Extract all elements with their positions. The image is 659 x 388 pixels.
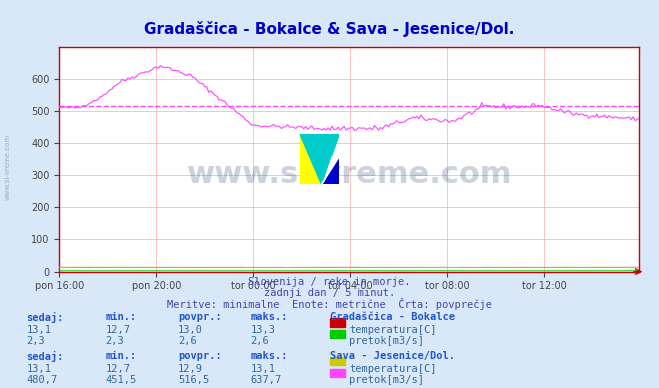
- Text: 13,1: 13,1: [250, 364, 275, 374]
- Text: www.si-vreme.com: www.si-vreme.com: [5, 134, 11, 200]
- Text: 13,1: 13,1: [26, 325, 51, 335]
- Text: 637,7: 637,7: [250, 375, 281, 385]
- Text: 13,0: 13,0: [178, 325, 203, 335]
- Text: 2,3: 2,3: [26, 336, 45, 346]
- Bar: [330, 357, 345, 365]
- Text: Slovenija / reke in morje.: Slovenija / reke in morje.: [248, 277, 411, 288]
- Text: povpr.:: povpr.:: [178, 312, 221, 322]
- Text: 480,7: 480,7: [26, 375, 57, 385]
- Text: Gradaščica - Bokalce & Sava - Jesenice/Dol.: Gradaščica - Bokalce & Sava - Jesenice/D…: [144, 21, 515, 37]
- Text: www.si-vreme.com: www.si-vreme.com: [186, 160, 512, 189]
- Bar: [330, 330, 345, 338]
- Text: pretok[m3/s]: pretok[m3/s]: [349, 375, 424, 385]
- Text: 2,6: 2,6: [178, 336, 196, 346]
- Bar: [330, 369, 345, 377]
- Text: 12,9: 12,9: [178, 364, 203, 374]
- Text: 12,7: 12,7: [105, 325, 130, 335]
- Polygon shape: [322, 156, 339, 184]
- Text: min.:: min.:: [105, 312, 136, 322]
- Text: pretok[m3/s]: pretok[m3/s]: [349, 336, 424, 346]
- Text: 2,3: 2,3: [105, 336, 124, 346]
- Text: sedaj:: sedaj:: [26, 312, 64, 323]
- Text: maks.:: maks.:: [250, 312, 288, 322]
- Text: Sava - Jesenice/Dol.: Sava - Jesenice/Dol.: [330, 351, 455, 361]
- Text: sedaj:: sedaj:: [26, 351, 64, 362]
- Text: min.:: min.:: [105, 351, 136, 361]
- Text: maks.:: maks.:: [250, 351, 288, 361]
- Bar: [330, 318, 345, 327]
- Text: 516,5: 516,5: [178, 375, 209, 385]
- Text: temperatura[C]: temperatura[C]: [349, 325, 437, 335]
- Text: 13,3: 13,3: [250, 325, 275, 335]
- Text: 13,1: 13,1: [26, 364, 51, 374]
- Polygon shape: [322, 156, 339, 184]
- Text: 12,7: 12,7: [105, 364, 130, 374]
- Polygon shape: [300, 134, 322, 184]
- Text: 2,6: 2,6: [250, 336, 269, 346]
- Text: zadnji dan / 5 minut.: zadnji dan / 5 minut.: [264, 288, 395, 298]
- Polygon shape: [300, 134, 339, 184]
- Text: 451,5: 451,5: [105, 375, 136, 385]
- Text: Gradaščica - Bokalce: Gradaščica - Bokalce: [330, 312, 455, 322]
- Text: temperatura[C]: temperatura[C]: [349, 364, 437, 374]
- Text: Meritve: minimalne  Enote: metrične  Črta: povprečje: Meritve: minimalne Enote: metrične Črta:…: [167, 298, 492, 310]
- Text: povpr.:: povpr.:: [178, 351, 221, 361]
